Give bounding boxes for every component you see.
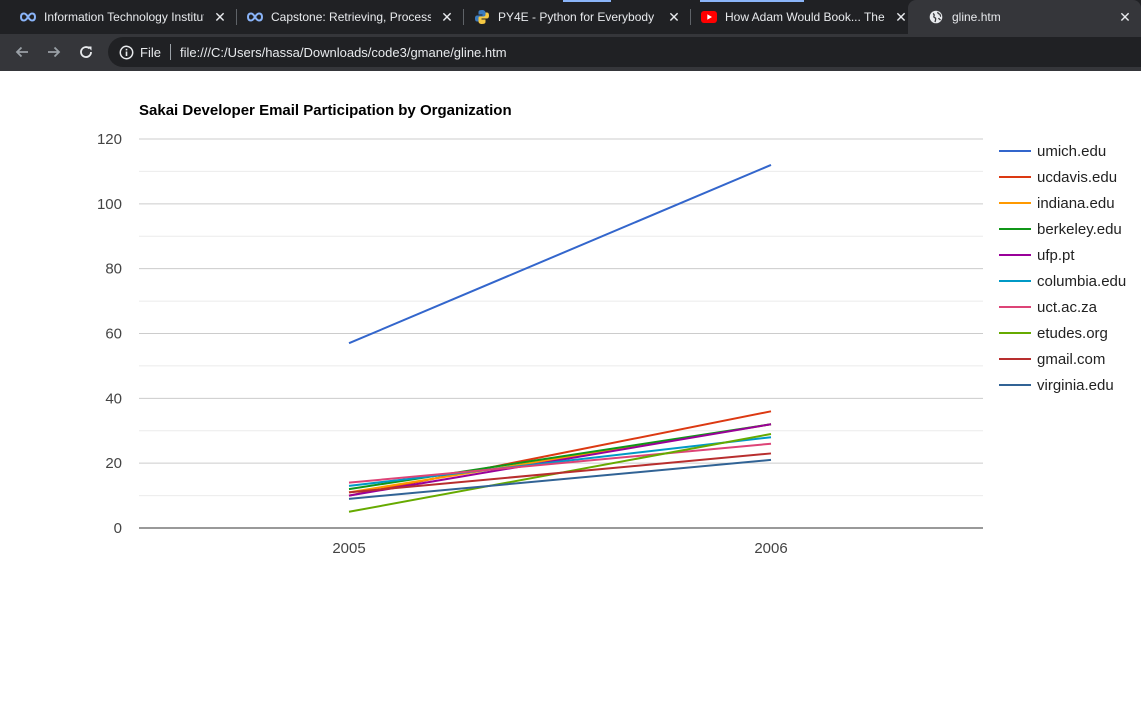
address-bar[interactable]: File file:///C:/Users/hassa/Downloads/co…	[108, 37, 1141, 67]
legend-swatch	[999, 332, 1031, 334]
legend-swatch	[999, 228, 1031, 230]
arrow-right-icon	[48, 46, 61, 58]
legend-item[interactable]: ucdavis.edu	[999, 164, 1126, 190]
legend-label: etudes.org	[1037, 324, 1108, 342]
close-tab-icon[interactable]: ✕	[441, 8, 453, 25]
legend-swatch	[999, 150, 1031, 152]
legend-item[interactable]: etudes.org	[999, 320, 1126, 346]
series-line-virginia-edu[interactable]	[348, 458, 772, 500]
x-tick-label: 2005	[332, 540, 365, 557]
y-tick-label: 0	[114, 520, 122, 537]
legend-label: indiana.edu	[1037, 194, 1115, 212]
tab-gline[interactable]: gline.htm ✕	[908, 0, 1141, 34]
tab-divider	[463, 9, 464, 25]
chart-title: Sakai Developer Email Participation by O…	[139, 102, 512, 119]
legend-swatch	[999, 280, 1031, 282]
x-tick-label: 2006	[754, 540, 787, 557]
tab-title: gline.htm	[952, 10, 1001, 24]
close-tab-icon[interactable]: ✕	[895, 8, 907, 25]
tab-information-technology-institute[interactable]: Information Technology Institute ✕	[0, 0, 236, 34]
legend-swatch	[999, 384, 1031, 386]
line-chart: Sakai Developer Email Participation by O…	[97, 102, 983, 557]
youtube-icon	[701, 9, 717, 25]
legend-swatch	[999, 176, 1031, 178]
legend-item[interactable]: berkeley.edu	[999, 216, 1126, 242]
y-tick-label: 120	[97, 131, 122, 148]
legend-item[interactable]: gmail.com	[999, 346, 1126, 372]
browser-toolbar: File file:///C:/Users/hassa/Downloads/co…	[0, 34, 1141, 71]
legend-label: berkeley.edu	[1037, 220, 1122, 238]
tab-strip: Information Technology Institute ✕ Capst…	[0, 0, 1141, 34]
series-line-uct-ac-za[interactable]	[348, 442, 772, 484]
tab-title: Information Technology Institute	[44, 10, 204, 24]
legend-swatch	[999, 254, 1031, 256]
python-logo-icon	[474, 9, 490, 25]
arrow-left-icon	[15, 46, 28, 58]
tab-divider	[236, 9, 237, 25]
legend-item[interactable]: columbia.edu	[999, 268, 1126, 294]
url-text[interactable]: file:///C:/Users/hassa/Downloads/code3/g…	[179, 44, 507, 60]
legend-item[interactable]: uct.ac.za	[999, 294, 1126, 320]
tab-divider	[690, 9, 691, 25]
legend-label: ucdavis.edu	[1037, 168, 1118, 186]
series-line-umich-edu[interactable]	[348, 164, 772, 345]
globe-icon	[928, 9, 944, 25]
legend-item[interactable]: umich.edu	[999, 138, 1126, 164]
series-line-columbia-edu[interactable]	[348, 436, 772, 487]
legend-label: virginia.edu	[1037, 376, 1114, 394]
reload-button[interactable]	[72, 38, 100, 66]
tab-loading-indicator	[700, 0, 804, 2]
forward-button[interactable]	[40, 38, 68, 66]
legend-item[interactable]: indiana.edu	[999, 190, 1126, 216]
tab-py4e[interactable]: PY4E - Python for Everybody ✕	[454, 0, 690, 34]
y-tick-label: 40	[105, 390, 122, 407]
y-axis-ticks: 0 20 40 60 80 100 120	[97, 131, 122, 537]
tab-title: How Adam Would Book... The Power	[725, 10, 885, 24]
legend-item[interactable]: ufp.pt	[999, 242, 1126, 268]
tab-youtube-video[interactable]: How Adam Would Book... The Power ✕	[681, 0, 917, 34]
x-axis-ticks: 2005 2006	[332, 540, 787, 557]
page-content: Sakai Developer Email Participation by O…	[0, 71, 1141, 728]
series-line-gmail-com[interactable]	[348, 452, 772, 494]
chart-series	[348, 164, 772, 513]
legend-swatch	[999, 358, 1031, 360]
y-tick-label: 20	[105, 455, 122, 472]
infinity-icon	[20, 9, 36, 25]
address-divider	[169, 44, 171, 60]
tab-loading-indicator	[563, 0, 611, 2]
series-line-ufp-pt[interactable]	[348, 423, 772, 497]
legend-label: uct.ac.za	[1037, 298, 1098, 316]
y-tick-label: 100	[97, 196, 122, 213]
tab-title: PY4E - Python for Everybody	[498, 10, 655, 24]
legend-label: ufp.pt	[1037, 246, 1075, 264]
close-tab-icon[interactable]: ✕	[668, 8, 680, 25]
close-tab-icon[interactable]: ✕	[214, 8, 226, 25]
legend-swatch	[999, 306, 1031, 308]
legend-label: gmail.com	[1037, 350, 1106, 368]
tab-capstone[interactable]: Capstone: Retrieving, Processing ✕	[227, 0, 463, 34]
url-scheme-label: File	[140, 44, 161, 60]
y-tick-label: 80	[105, 261, 122, 278]
reload-icon	[80, 46, 92, 58]
chart-gridlines	[139, 138, 983, 529]
close-tab-icon[interactable]: ✕	[1119, 8, 1131, 25]
infinity-icon	[247, 9, 263, 25]
legend-label: columbia.edu	[1037, 272, 1127, 290]
info-icon[interactable]	[118, 44, 134, 60]
legend-label: umich.edu	[1037, 142, 1107, 160]
back-button[interactable]	[8, 38, 36, 66]
tab-title: Capstone: Retrieving, Processing	[271, 10, 431, 24]
legend-item[interactable]: virginia.edu	[999, 372, 1126, 398]
chart-legend: umich.edu ucdavis.edu indiana.edu berkeley.…	[999, 138, 1126, 398]
legend-swatch	[999, 202, 1031, 204]
y-tick-label: 60	[105, 326, 122, 343]
